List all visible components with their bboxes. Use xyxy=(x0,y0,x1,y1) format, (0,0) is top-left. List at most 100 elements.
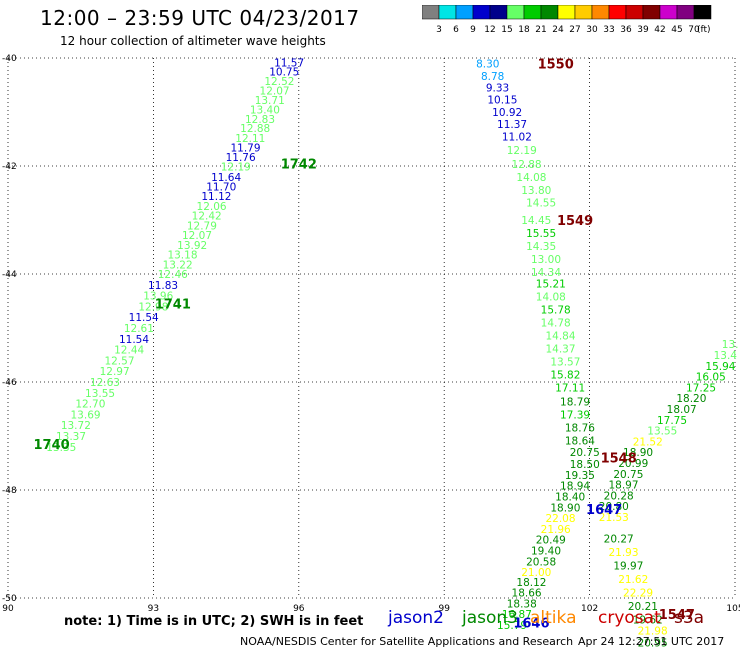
colorbar-label: 42 xyxy=(654,25,665,35)
data-label: 11.83 xyxy=(148,280,178,292)
legend-altika: altika xyxy=(530,608,577,628)
data-label: 12.57 xyxy=(104,355,134,367)
data-label: 15.79 xyxy=(497,620,527,632)
data-label: 13. xyxy=(722,339,739,351)
data-label: 13.72 xyxy=(61,420,91,432)
data-label: 13.92 xyxy=(177,240,207,252)
data-label: 18.94 xyxy=(560,481,590,493)
data-label: 18.12 xyxy=(516,577,546,589)
data-label: 13.57 xyxy=(550,356,580,368)
footer-credit: NOAA/NESDIS Center for Satellite Applica… xyxy=(240,635,574,648)
data-label: 18.07 xyxy=(667,404,697,416)
data-label: 17.11 xyxy=(555,382,585,394)
time-label: 1740 xyxy=(34,438,70,453)
data-label: 21.62 xyxy=(618,574,648,586)
data-label: 11.57 xyxy=(274,57,304,69)
data-label: 20.27 xyxy=(604,534,634,546)
data-label: 16.05 xyxy=(696,372,726,384)
data-label: 20.99 xyxy=(618,458,648,470)
y-tick-label: -40 xyxy=(2,54,17,64)
data-label: 13.69 xyxy=(71,409,101,421)
data-label: 12.98 xyxy=(138,301,168,313)
y-tick-label: -46 xyxy=(2,378,17,388)
data-label: 12.19 xyxy=(221,162,251,174)
colorbar-label: 15 xyxy=(501,25,512,35)
x-tick-label: 96 xyxy=(293,604,305,614)
data-label: 21.93 xyxy=(608,547,638,559)
data-label: 12.61 xyxy=(124,323,154,335)
colorbar-legend: 3 6 9 12 15 18 21 24 27 30 33 36 39 42 45 70(ft) xyxy=(422,5,712,35)
legend-jason2: jason2 xyxy=(388,608,444,628)
data-label: 16.87 xyxy=(502,609,532,621)
data-label: 13.40 xyxy=(250,104,280,116)
data-label: 13.00 xyxy=(531,254,561,266)
data-label: 14.78 xyxy=(541,318,571,330)
data-label: 11.70 xyxy=(206,182,236,194)
data-label: 20.28 xyxy=(604,490,634,502)
notes-bar: note: 1) Time is in UTC; 2) SWH is in fe… xyxy=(0,608,740,650)
data-label: 11.54 xyxy=(119,334,149,346)
data-label: 15.82 xyxy=(550,369,580,381)
time-label: 1550 xyxy=(538,57,574,72)
legend-cryosat: cryosat xyxy=(598,608,661,628)
time-label: 1741 xyxy=(155,298,191,313)
data-label: 13.4 xyxy=(714,350,738,362)
colorbar-label: 24 xyxy=(552,25,564,35)
data-label: 13.37 xyxy=(56,431,86,443)
data-label: 14.45 xyxy=(521,215,551,227)
data-label: 20.75 xyxy=(570,447,600,459)
data-label: 11.54 xyxy=(129,312,159,324)
data-label: 21.53 xyxy=(599,512,629,524)
data-label: 11.64 xyxy=(211,172,241,184)
data-label: 20.80 xyxy=(599,501,629,513)
data-label: 12.42 xyxy=(192,211,222,223)
data-label: 14.08 xyxy=(536,292,566,304)
colorbar-label: 18 xyxy=(518,25,530,35)
data-label: 22.29 xyxy=(623,588,653,600)
note-text: note: 1) Time is in UTC; 2) SWH is in fe… xyxy=(64,614,364,629)
data-label: 18.66 xyxy=(512,588,542,600)
data-label: 14.37 xyxy=(545,344,575,356)
data-label: 12.70 xyxy=(75,399,105,411)
data-label: 12.07 xyxy=(260,85,290,97)
data-label: 13.18 xyxy=(167,250,197,262)
data-label: 20.95 xyxy=(638,637,668,649)
legend-s3a: s3a xyxy=(674,608,705,628)
y-tick-label: -50 xyxy=(2,594,17,604)
data-label: 9.33 xyxy=(486,83,509,95)
data-label: 18.90 xyxy=(550,502,580,514)
data-label: 14.08 xyxy=(516,172,546,184)
data-label: 18.38 xyxy=(507,598,537,610)
data-label: 19.62 xyxy=(633,615,663,627)
data-label: 12.11 xyxy=(235,133,265,145)
data-label: 18.40 xyxy=(555,491,585,503)
data-label: 13.55 xyxy=(85,388,115,400)
time-label: 1547 xyxy=(659,608,695,623)
data-label: 12.63 xyxy=(90,377,120,389)
data-label: 8.30 xyxy=(476,58,499,70)
data-label: 15.55 xyxy=(526,228,556,240)
colorbar-label: 9 xyxy=(470,25,476,35)
data-label: 19.40 xyxy=(531,545,561,557)
page-title: 12:00 – 23:59 UTC 04/23/2017 xyxy=(40,6,360,30)
data-label: 13.71 xyxy=(255,95,285,107)
time-label: 1549 xyxy=(557,214,593,229)
data-label: 18.97 xyxy=(608,480,638,492)
colorbar-label: 70 xyxy=(688,25,700,35)
data-label: 11.37 xyxy=(497,119,527,131)
data-label: 20.58 xyxy=(526,556,556,568)
data-label: 12.06 xyxy=(197,201,227,213)
x-tick-label: 102 xyxy=(581,604,598,614)
colorbar-label: 3 xyxy=(436,25,442,35)
data-label: 14.55 xyxy=(526,198,556,210)
data-label: 13.35 xyxy=(46,442,76,454)
time-label: 1742 xyxy=(281,157,317,172)
data-label: 20.21 xyxy=(628,601,658,613)
data-label: 10.75 xyxy=(269,67,299,79)
colorbar-label: 30 xyxy=(586,25,598,35)
time-label: 1647 xyxy=(586,503,622,518)
data-label: 12.83 xyxy=(245,114,275,126)
data-label: 12.88 xyxy=(512,159,542,171)
x-tick-label: 99 xyxy=(438,604,450,614)
